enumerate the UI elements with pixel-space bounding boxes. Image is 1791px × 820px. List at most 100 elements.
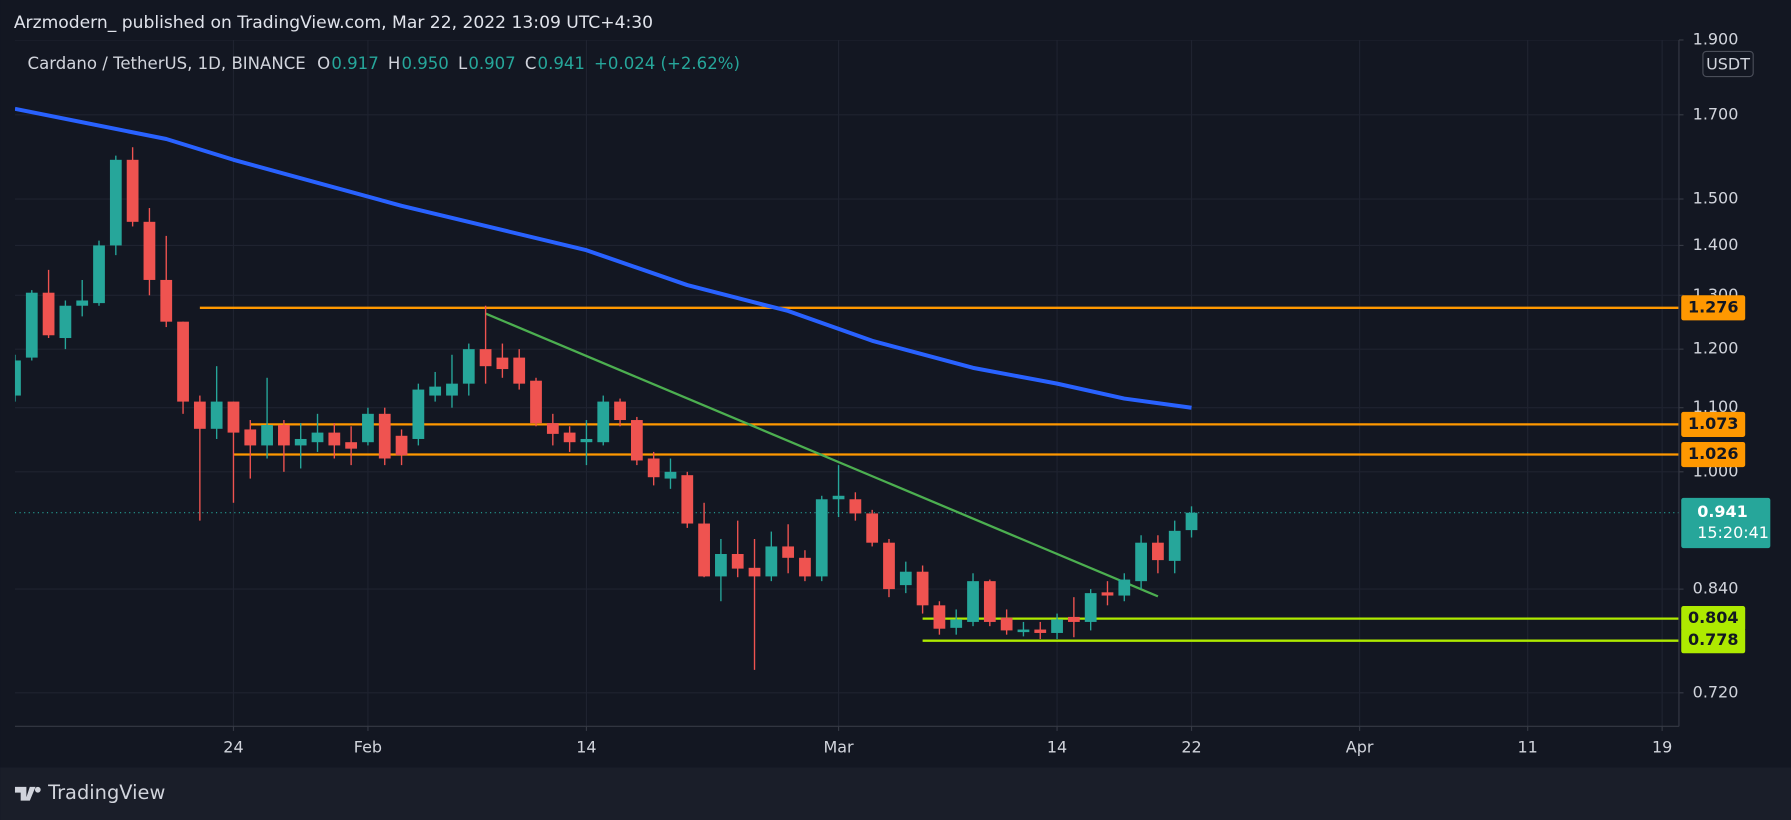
last-price-label: 0.941 [1697,502,1748,521]
trend-line [485,312,1159,598]
candle-body [1084,593,1097,622]
candle-body [1034,629,1047,633]
footer: TradingView [47,781,165,804]
candle-body [647,458,660,478]
y-tick-label: 0.720 [1693,682,1739,701]
candle-body [93,245,105,304]
candle-body [311,432,324,443]
level-label: 0.804 [1688,608,1739,627]
candle-body [967,581,979,622]
plot-layer [14,39,1679,727]
x-tick-label: 19 [1652,738,1672,757]
candle-body [412,389,425,439]
candle-body [14,360,21,396]
candle-body [42,292,55,336]
candle-body [799,557,811,577]
candle-body [1135,542,1147,582]
candle-body [715,554,727,577]
candle-body [698,523,710,577]
candle-body [883,542,895,590]
candle-body [513,357,526,384]
candle-body [950,619,963,628]
candle-body [261,425,273,446]
x-tick-label: 24 [223,738,243,757]
candle-body [126,159,139,222]
candle-body [1152,542,1164,561]
candle-body [1168,530,1181,561]
candle-body [765,546,778,577]
candle-body [1118,579,1131,596]
candle-body [496,357,509,370]
candle-body [866,513,879,543]
level-label: 1.073 [1688,414,1739,433]
candle-body [1185,512,1198,531]
candle-body [429,386,442,396]
legend-l-key: L [458,53,468,72]
logo [14,786,41,801]
y-tick-label: 0.840 [1693,579,1739,598]
candle-body [193,401,206,429]
candle-body [597,401,610,443]
candle-body [614,401,626,421]
legend-o: 0.917 [331,53,378,72]
candle-body [395,435,408,456]
plot [14,39,1679,727]
legend-change: +0.024 (+2.62%) [594,53,740,72]
level-label-bg [1681,606,1746,632]
candle-body [76,300,89,306]
y-tick-label: 1.100 [1693,397,1739,416]
moving-average [14,106,1192,410]
legend-l: 0.907 [468,53,515,72]
candle-body [210,401,223,429]
candle-body [1000,617,1013,631]
candle-body [983,581,996,622]
candle-body [59,305,72,339]
candle-body [580,438,593,443]
level-label-bg [1681,295,1746,321]
y-tick-label: 1.900 [1693,29,1739,48]
candle-body [177,321,189,402]
candle-body [664,471,677,479]
candle-body [25,292,38,358]
x-tick-label: 22 [1181,738,1201,757]
level-label-bg [1681,411,1746,437]
level-label-bg [1681,628,1746,654]
candle-body [530,380,542,424]
candle-body [227,401,240,433]
level-label: 1.276 [1688,297,1739,316]
footer-logo [14,786,41,801]
countdown: 15:20:41 [1697,523,1769,542]
candle-body [563,432,576,443]
x-tick-label: 11 [1518,738,1538,757]
candle-body [546,423,559,434]
level-label: 1.026 [1688,444,1739,463]
candle-body [832,495,845,500]
candle-body [1101,592,1114,596]
candle-body [109,159,122,246]
header: Arzmodern_ published on TradingView.com,… [14,13,653,33]
y-tick-label: 1.400 [1693,235,1739,254]
candle-body [933,605,946,629]
footer-band [0,767,1791,820]
candle-body [815,499,828,577]
candle-body [345,442,358,449]
candle-body [681,475,694,524]
candle-body [748,567,761,577]
legend-c-key: C [525,53,537,72]
level-label: 0.778 [1688,630,1739,649]
candle-body [899,571,912,586]
unit-box [1702,50,1754,78]
candle-body [294,438,307,446]
candle-body [1067,616,1080,622]
candle-body [446,383,458,396]
candle-body [849,499,862,514]
legend-h: 0.950 [401,53,448,72]
y-tick-label: 1.500 [1693,189,1739,208]
candle-body [1051,619,1063,633]
legend: Cardano / TetherUS, 1D, BINANCE O0.917 H0.… [28,53,740,72]
candle-body [1017,629,1030,633]
candle-body [328,432,341,446]
x-tick-label: Apr [1346,738,1374,757]
